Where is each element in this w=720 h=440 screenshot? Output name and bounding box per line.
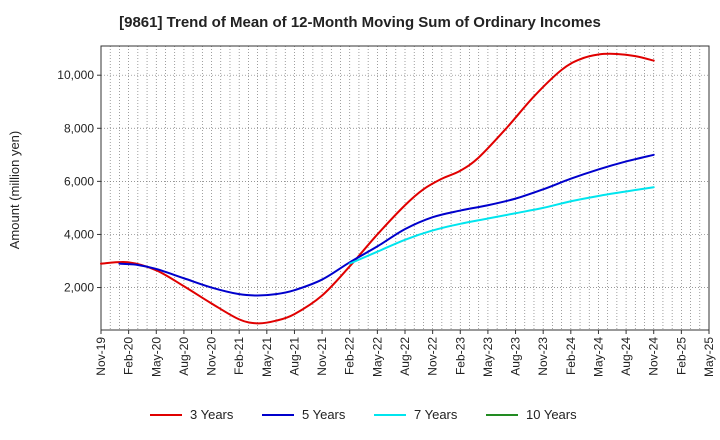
series-line-3-years xyxy=(100,52,655,325)
y-tick-label: 4,000 xyxy=(64,227,94,241)
x-tick-label: May-22 xyxy=(370,337,384,377)
x-tick-label: Nov-21 xyxy=(315,337,329,376)
x-tick-label: Feb-24 xyxy=(564,337,578,375)
legend-label-7-years: 7 Years xyxy=(414,407,458,422)
legend: 3 Years 5 Years 7 Years 10 Years xyxy=(150,407,577,422)
x-tick-label: Nov-24 xyxy=(647,337,661,376)
legend-label-10-years: 10 Years xyxy=(526,407,577,422)
x-tick-label: Nov-20 xyxy=(205,337,219,376)
legend-label-3-years: 3 Years xyxy=(190,407,234,422)
x-tick-label: Feb-20 xyxy=(122,337,136,375)
x-tick-label: May-20 xyxy=(149,337,163,377)
y-tick-label: 8,000 xyxy=(64,121,94,135)
x-tick-label: Feb-21 xyxy=(232,337,246,375)
x-tick-label: Aug-20 xyxy=(177,337,191,376)
x-axis-ticks: Nov-19 Feb-20 May-20 Aug-20 Nov-20 Feb-21 May-… xyxy=(94,330,716,377)
series-line-5-years xyxy=(118,153,655,297)
x-tick-label: May-23 xyxy=(481,337,495,377)
x-tick-label: Aug-23 xyxy=(509,337,523,376)
x-tick-label: Aug-24 xyxy=(619,337,633,376)
y-tick-label: 6,000 xyxy=(64,174,94,188)
legend-label-5-years: 5 Years xyxy=(302,407,346,422)
x-tick-label: Aug-22 xyxy=(398,337,412,376)
x-tick-label: May-24 xyxy=(591,337,605,377)
x-tick-label: Feb-25 xyxy=(674,337,688,375)
x-tick-label: Nov-22 xyxy=(426,337,440,376)
x-tick-label: Nov-23 xyxy=(536,337,550,376)
series-lines xyxy=(100,52,655,325)
x-tick-label: Feb-22 xyxy=(343,337,357,375)
grid xyxy=(101,46,709,330)
x-tick-label: Feb-23 xyxy=(453,337,467,375)
chart-title: [9861] Trend of Mean of 12-Month Moving … xyxy=(119,14,601,31)
y-axis-ticks: 2,000 4,000 6,000 8,000 10,000 xyxy=(57,68,101,295)
series-line-7-years xyxy=(348,186,655,265)
y-tick-label: 2,000 xyxy=(64,281,94,295)
x-tick-label: Aug-21 xyxy=(287,337,301,376)
x-tick-label: Nov-19 xyxy=(94,337,108,376)
x-tick-label: May-25 xyxy=(702,337,716,377)
y-axis-label: Amount (million yen) xyxy=(7,131,22,250)
x-tick-label: May-21 xyxy=(260,337,274,377)
y-tick-label: 10,000 xyxy=(57,68,94,82)
